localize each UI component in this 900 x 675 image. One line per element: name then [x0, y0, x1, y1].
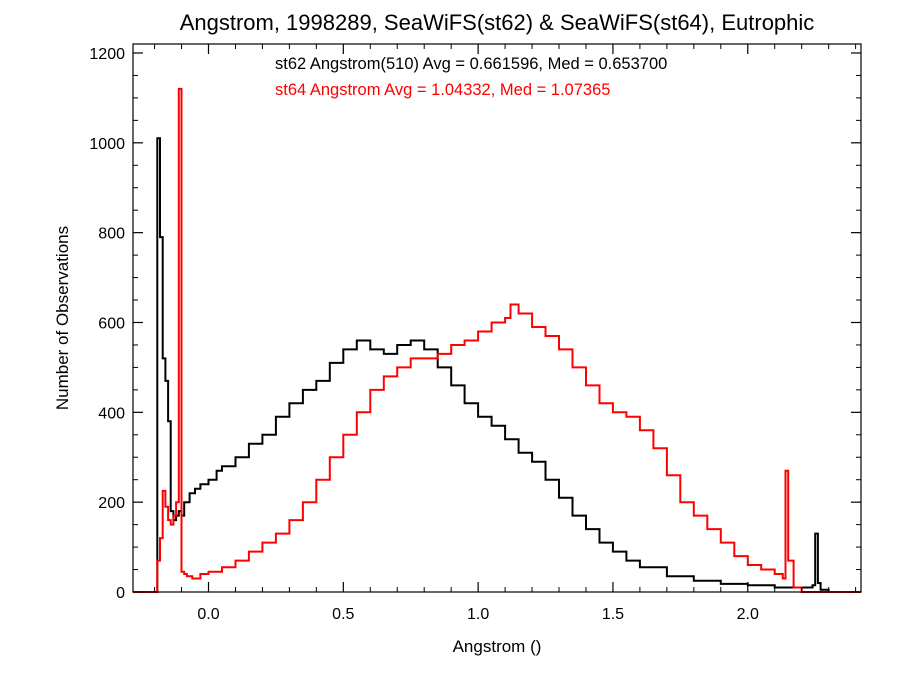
x-tick-label: 0.5 — [332, 606, 354, 623]
y-tick-label: 400 — [98, 405, 125, 422]
x-tick-label: 2.0 — [737, 606, 759, 623]
y-axis-label: Number of Observations — [53, 226, 72, 410]
series-1-line — [133, 87, 861, 593]
x-tick-label: 0.0 — [197, 606, 219, 623]
x-axis-label: Angstrom () — [453, 637, 542, 656]
series-layer — [133, 87, 861, 593]
y-tick-label: 1200 — [89, 46, 125, 63]
y-tick-label: 0 — [116, 585, 125, 602]
x-tick-label: 1.5 — [602, 606, 624, 623]
st62-annotation: st62 Angstrom(510) Avg = 0.661596, Med =… — [275, 55, 667, 73]
chart-title: Angstrom, 1998289, SeaWiFS(st62) & SeaWi… — [180, 10, 815, 35]
axis-layer: 0.0 0.5 1.0 1.5 2.0 0 200 400 600 800 1000 1200 — [89, 44, 861, 623]
y-tick-label: 200 — [98, 495, 125, 512]
x-tick-label: 1.0 — [467, 606, 489, 623]
y-tick-label: 800 — [98, 226, 125, 243]
st64-annotation: st64 Angstrom Avg = 1.04332, Med = 1.073… — [275, 81, 610, 99]
series-0-line — [133, 137, 861, 593]
y-tick-label: 1000 — [89, 136, 125, 153]
plot-frame — [132, 43, 862, 593]
y-tick-label: 600 — [98, 315, 125, 332]
